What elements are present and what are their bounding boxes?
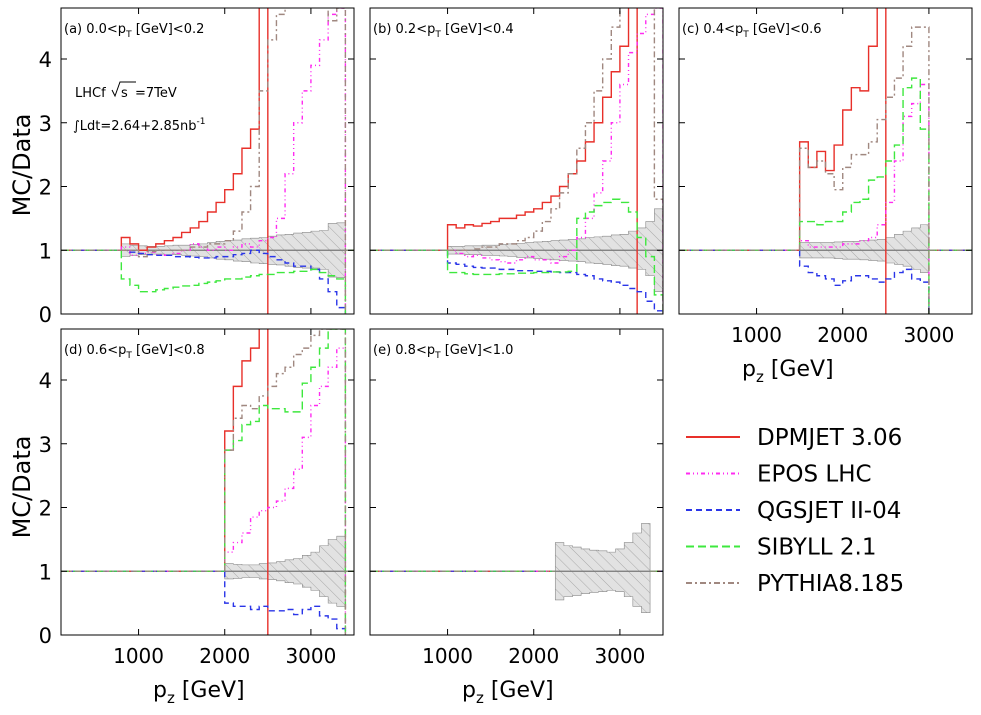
- y-tick-label-d: 2: [39, 497, 52, 521]
- x-tick-label-d: 1000: [113, 644, 164, 668]
- y-tick-label-a: 3: [39, 112, 52, 136]
- y-axis-label-top: MC/Data: [8, 114, 36, 217]
- annot-energy: =7TeV: [135, 86, 177, 101]
- x-axis-label-d: pz [GeV]: [153, 678, 245, 707]
- sqrt-symbol: [111, 81, 136, 98]
- legend-label-2: QGSJET II-04: [757, 498, 901, 524]
- series-d-dpmjet-3-06: [224, 329, 269, 635]
- series-a-sibyll-2-1: [120, 250, 347, 314]
- panel-label-d: (d) 0.6<pT [GeV]<0.8: [64, 343, 205, 361]
- panel-b: (b) 0.2<pT [GeV]<0.4: [369, 7, 664, 315]
- series-b-dpmjet-3-06: [446, 8, 638, 314]
- x-tick-label-d: 3000: [285, 644, 336, 668]
- annot-lhcf: LHCf: [75, 86, 106, 101]
- y-axis-label-bottom: MC/Data: [8, 436, 36, 539]
- y-tick-label-d: 4: [39, 369, 52, 393]
- legend-label-3: SIBYLL 2.1: [757, 535, 876, 561]
- panel-c: 1000 2000 3000 (c) 0.4<pT [GeV]<0.6: [678, 7, 973, 347]
- series-c-pythia8-185: [798, 26, 930, 314]
- y-tick-label-d: 3: [39, 433, 52, 457]
- panel-c-frame: [678, 7, 973, 315]
- series-c-sibyll-2-1: [798, 77, 930, 314]
- x-axis-label-c: pz [GeV]: [742, 357, 834, 386]
- panel-d-frame: [60, 328, 355, 636]
- series-a-pythia8-185: [121, 8, 347, 314]
- uncertainty-band-e: [554, 523, 651, 613]
- series-b-pythia8-185: [447, 8, 663, 314]
- x-tick-label-d: 2000: [199, 644, 250, 668]
- y-tick-label-d: 1: [39, 560, 52, 584]
- panel-b-plot: [370, 8, 663, 314]
- panel-a: 0 1 2 3 4 (a) 0.0<pT [GeV]<0.2: [39, 7, 355, 327]
- legend-label-4: PYTHIA8.185: [757, 571, 904, 597]
- series-d-sibyll-2-1: [224, 329, 347, 635]
- series-d-pythia8-185: [224, 329, 347, 635]
- panel-d-plot: [61, 329, 354, 635]
- panel-b-frame: [369, 7, 664, 315]
- series-c-dpmjet-3-06: [798, 8, 887, 314]
- y-tick-label-a: 4: [39, 48, 52, 72]
- series-c-qgsjet-ii-04: [798, 250, 930, 314]
- y-tick-label-a: 2: [39, 176, 52, 200]
- panel-d: 0 1 2 3 4 1000 2000 3000 (d) 0.6<pT [GeV]<0.8: [39, 328, 355, 668]
- series-c-epos-lhc: [798, 83, 930, 314]
- series-a-dpmjet-3-06: [120, 8, 269, 314]
- uncertainty-band-c: [799, 224, 930, 273]
- panel-label-c: (c) 0.4<pT [GeV]<0.6: [682, 22, 822, 40]
- panel-c-plot: [679, 8, 972, 314]
- x-tick-label-e: 1000: [422, 644, 473, 668]
- panel-e-frame: [369, 328, 664, 636]
- legend-label-0: DPMJET 3.06: [757, 425, 902, 451]
- series-d-epos-lhc: [224, 347, 347, 635]
- x-tick-label-c: 3000: [903, 323, 954, 347]
- annot-luminosity: ∫Ldt=2.64+2.85nb-1: [73, 117, 206, 134]
- panel-a-plot: [61, 8, 354, 314]
- y-tick-label-d: 0: [39, 624, 52, 648]
- x-tick-label-e: 3000: [594, 644, 645, 668]
- y-tick-label-a: 1: [39, 239, 52, 263]
- x-axis-label-e: pz [GeV]: [462, 678, 554, 707]
- series-d-qgsjet-ii-04: [224, 571, 347, 635]
- series-b-sibyll-2-1: [446, 198, 663, 314]
- y-tick-label-a: 0: [39, 303, 52, 327]
- x-tick-label-c: 2000: [817, 323, 868, 347]
- annot-sqrt-s: s: [121, 86, 128, 101]
- x-tick-label-e: 2000: [508, 644, 559, 668]
- lhcf-annotation: LHCf s =7TeV ∫Ldt=2.64+2.85nb-1: [73, 81, 206, 134]
- panel-a-frame: [60, 7, 355, 315]
- legend: DPMJET 3.06 EPOS LHC QGSJET II-04 SIBYLL 2.…: [686, 425, 904, 597]
- panel-label-e: (e) 0.8<pT [GeV]<1.0: [373, 343, 513, 361]
- series-b-epos-lhc: [447, 8, 663, 314]
- x-tick-label-c: 1000: [731, 323, 782, 347]
- panel-e-plot: [370, 523, 663, 613]
- series-a-epos-lhc: [120, 8, 347, 314]
- legend-label-1: EPOS LHC: [757, 462, 872, 488]
- panel-e: 1000 2000 3000 (e) 0.8<pT [GeV]<1.0: [369, 328, 664, 668]
- panel-label-a: (a) 0.0<pT [GeV]<0.2: [64, 22, 204, 40]
- panel-label-b: (b) 0.2<pT [GeV]<0.4: [373, 22, 514, 40]
